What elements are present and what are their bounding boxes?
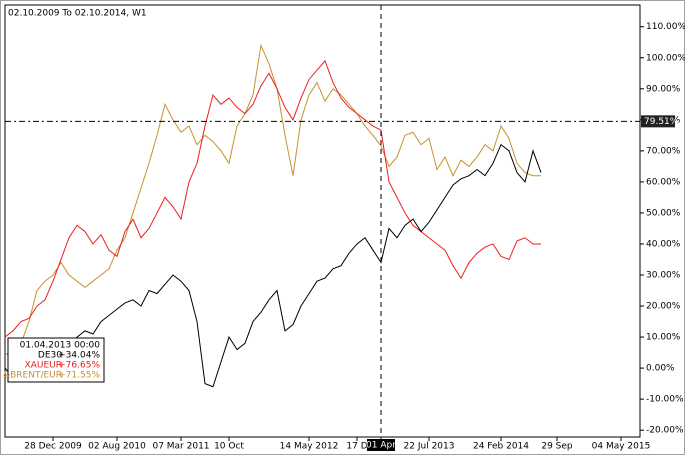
crosshair-x-box <box>367 439 395 451</box>
x-tick-label: 22 Jul 2013 <box>404 442 455 452</box>
y-tick-label: 40.00% <box>646 239 681 249</box>
plot-area <box>4 4 641 438</box>
x-tick-label: 01 Apr <box>366 441 396 451</box>
series-line <box>4 143 542 388</box>
legend-name: XAUEUR <box>25 361 62 371</box>
crosshair-y-box <box>641 115 675 128</box>
series-line <box>4 43 541 360</box>
series-line <box>4 59 541 338</box>
marks <box>4 43 542 388</box>
y-tick-label: 100.00% <box>646 53 685 63</box>
legend-label: +34.04% <box>58 351 100 361</box>
info-box <box>7 337 105 383</box>
x-tick-label: 07 Mar 2011 <box>152 442 209 452</box>
x-tick-label: 29 Sep <box>541 442 573 452</box>
info-date: 01.04.2013 00:00 <box>20 341 101 351</box>
y-tick-label: -20.00% <box>646 426 684 436</box>
crosshair-y-label: 79.51% <box>644 117 679 127</box>
x-tick-label: 02 Aug 2010 <box>88 442 146 452</box>
x-tick-label: 14 May 2012 <box>280 442 339 452</box>
x-tick-label: 10 Oct <box>214 442 244 452</box>
y-tick-label: 90.00% <box>646 84 681 94</box>
legend-name: DE30 <box>38 351 62 361</box>
x-tick-label: 28 Dec 2009 <box>24 442 82 452</box>
y-tick-label: 60.00% <box>646 177 681 187</box>
y-tick-label: 50.00% <box>646 208 681 218</box>
chart-title: 02.10.2009 To 02.10.2014, W1 <box>8 9 147 19</box>
legend-label: +71.55% <box>58 371 100 381</box>
x-tick-label: 24 Feb 2014 <box>473 442 529 452</box>
legend-label: +76.65% <box>58 361 100 371</box>
y-tick-label: 110.00% <box>646 22 685 32</box>
y-tick-label: 30.00% <box>646 271 681 281</box>
x-tick-label: 04 May 2015 <box>592 442 651 452</box>
y-tick-label: -10.00% <box>646 395 684 405</box>
y-tick-label: 0.00% <box>646 364 675 374</box>
y-tick-label: 70.00% <box>646 146 681 156</box>
y-tick-label: 20.00% <box>646 302 681 312</box>
y-tick-label: 10.00% <box>646 333 681 343</box>
legend-name: &BRENT/EUR <box>3 371 62 381</box>
x-tick-label: 17 D <box>346 442 367 452</box>
